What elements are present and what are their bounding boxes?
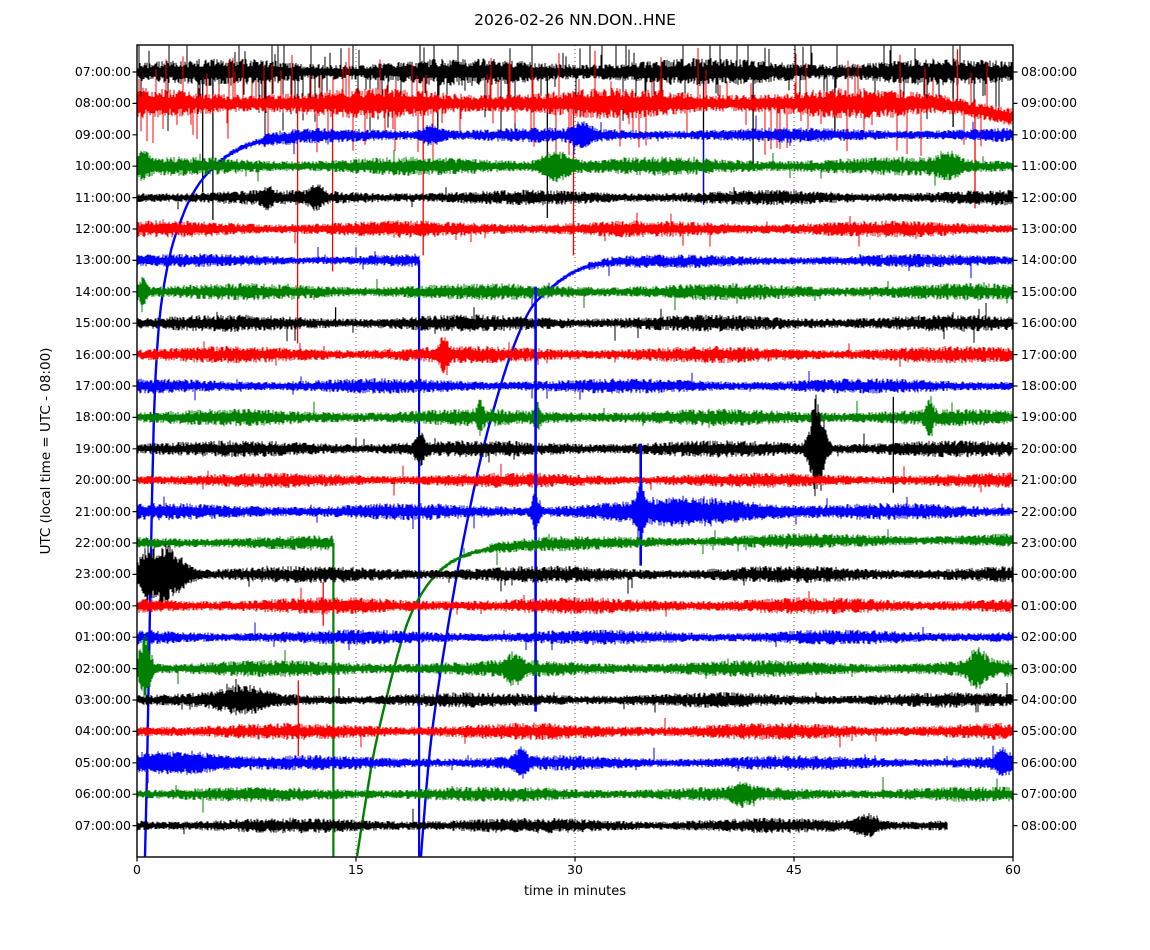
trace-row-23 (136, 777, 1014, 813)
y-tick-left-17: 00:00:00 (74, 597, 131, 613)
y-tick-left-23: 06:00:00 (74, 786, 131, 802)
y-tick-right-15: 23:00:00 (1021, 535, 1078, 550)
trace-row-11 (136, 396, 1014, 437)
y-tick-left-22: 05:00:00 (74, 754, 131, 770)
y-tick-right-5: 13:00:00 (1021, 221, 1078, 236)
y-tick-left-15: 22:00:00 (74, 535, 131, 550)
y-tick-left-5: 12:00:00 (74, 221, 131, 236)
trace-row-24 (136, 808, 948, 838)
y-tick-left-20: 03:00:00 (74, 692, 131, 707)
recovery-curve-row-2 (143, 133, 1013, 857)
y-tick-right-21: 05:00:00 (1021, 723, 1078, 739)
trace-row-19 (136, 634, 1014, 702)
trace-row-3 (136, 149, 1014, 186)
y-tick-left-11: 18:00:00 (74, 409, 131, 425)
y-tick-right-8: 16:00:00 (1021, 315, 1078, 331)
y-tick-left-4: 11:00:00 (74, 189, 131, 205)
trace-row-16 (136, 543, 1014, 605)
y-tick-right-4: 12:00:00 (1021, 189, 1078, 205)
y-tick-right-12: 20:00:00 (1021, 440, 1078, 456)
trace-row-2 (145, 115, 1014, 818)
y-tick-left-13: 20:00:00 (74, 472, 131, 488)
y-tick-right-7: 15:00:00 (1021, 283, 1078, 299)
y-tick-right-18: 02:00:00 (1021, 629, 1078, 645)
x-axis-label: time in minutes (523, 884, 627, 899)
tick-marks (132, 71, 1018, 862)
trace-row-13 (136, 463, 1014, 496)
trace-row-17 (136, 587, 1014, 617)
y-tick-left-6: 13:00:00 (74, 252, 131, 268)
recovery-curve-row-6 (419, 259, 1012, 857)
y-tick-left-24: 07:00:00 (74, 817, 131, 833)
y-tick-left-10: 17:00:00 (74, 378, 131, 393)
y-tick-left-19: 02:00:00 (74, 660, 131, 676)
x-tick-30: 30 (567, 862, 583, 877)
y-tick-right-17: 01:00:00 (1021, 597, 1078, 613)
y-tick-left-12: 19:00:00 (74, 440, 131, 456)
y-tick-right-1: 09:00:00 (1021, 95, 1078, 111)
y-tick-left-16: 23:00:00 (74, 566, 131, 582)
y-tick-right-20: 04:00:00 (1021, 692, 1078, 707)
y-tick-right-14: 22:00:00 (1021, 503, 1078, 519)
y-tick-right-9: 17:00:00 (1021, 346, 1078, 362)
y-tick-left-1: 08:00:00 (74, 95, 131, 111)
y-tick-right-10: 18:00:00 (1021, 378, 1078, 393)
y-tick-left-18: 01:00:00 (74, 629, 131, 645)
y-tick-right-6: 14:00:00 (1021, 252, 1078, 268)
trace-row-18 (136, 622, 1014, 651)
y-tick-left-14: 21:00:00 (74, 503, 131, 519)
x-tick-0: 0 (133, 862, 141, 877)
y-tick-right-16: 00:00:00 (1021, 566, 1078, 582)
y-tick-left-8: 15:00:00 (74, 315, 131, 331)
trace-row-4 (136, 184, 1014, 211)
y-tick-right-0: 08:00:00 (1021, 64, 1078, 79)
y-tick-right-22: 06:00:00 (1021, 754, 1078, 770)
trace-row-21 (136, 717, 1014, 748)
y-tick-left-21: 04:00:00 (74, 723, 131, 739)
y-tick-right-24: 08:00:00 (1021, 817, 1078, 833)
y-tick-right-11: 19:00:00 (1021, 409, 1078, 425)
y-tick-right-19: 03:00:00 (1021, 660, 1078, 676)
y-tick-left-9: 16:00:00 (74, 346, 131, 362)
x-tick-45: 45 (786, 862, 802, 877)
y-tick-right-2: 10:00:00 (1021, 126, 1078, 142)
y-tick-left-0: 07:00:00 (74, 64, 131, 79)
y-tick-left-3: 10:00:00 (74, 158, 131, 174)
x-tick-15: 15 (348, 862, 364, 877)
y-tick-right-3: 11:00:00 (1021, 158, 1078, 174)
y-tick-left-2: 09:00:00 (74, 126, 131, 142)
trace-row-7 (136, 276, 1014, 313)
x-tick-60: 60 (1005, 862, 1021, 877)
trace-row-10 (136, 371, 1014, 401)
chart-title: 2026-02-26 NN.DON..HNE (474, 11, 676, 29)
recovery-curve-row-15 (355, 538, 1013, 857)
trace-row-8 (136, 303, 1014, 343)
y-tick-right-13: 21:00:00 (1021, 472, 1078, 488)
y-tick-left-7: 14:00:00 (74, 283, 131, 299)
y-tick-right-23: 07:00:00 (1021, 786, 1078, 802)
